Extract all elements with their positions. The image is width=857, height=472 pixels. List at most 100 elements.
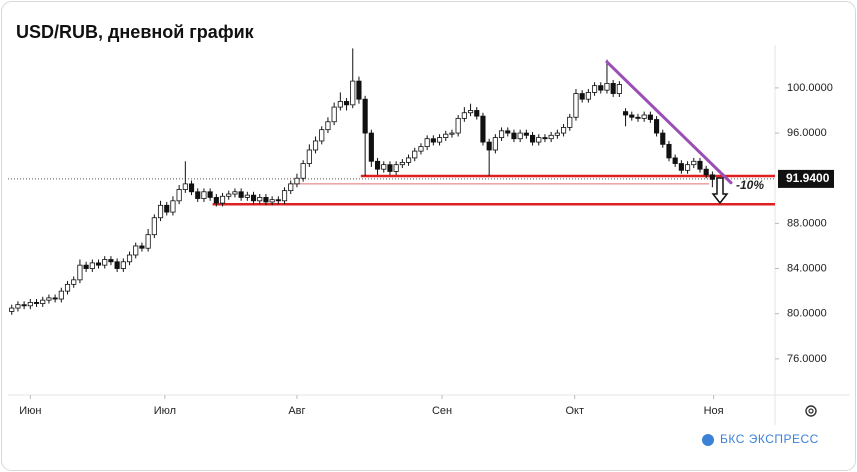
candle-body xyxy=(573,93,579,118)
candle-body xyxy=(15,304,21,309)
candle-body xyxy=(275,199,281,202)
candle-body xyxy=(331,106,337,123)
candle-body xyxy=(548,134,554,140)
candle-body xyxy=(188,183,195,193)
candle-body xyxy=(232,191,238,195)
candle-body xyxy=(71,279,77,285)
candle-body xyxy=(405,157,412,163)
candle-body xyxy=(622,111,629,116)
candle-body xyxy=(126,254,133,263)
candle-body xyxy=(300,163,306,179)
candle-body xyxy=(505,130,511,134)
candle-body xyxy=(269,199,275,203)
candle-body xyxy=(412,150,418,159)
settings-icon[interactable] xyxy=(805,405,817,417)
candle-body xyxy=(368,132,374,162)
candle-body xyxy=(83,264,89,269)
candle-body xyxy=(207,191,213,198)
candle-body xyxy=(195,191,201,199)
candle-body xyxy=(474,110,480,117)
candle-body xyxy=(337,101,343,108)
candle-body xyxy=(647,114,653,120)
candle-body xyxy=(511,132,517,140)
candle-body xyxy=(263,197,269,203)
candle-body xyxy=(610,82,616,94)
candle-body xyxy=(498,130,505,138)
x-tick-label: Авг xyxy=(288,405,305,417)
candle-body xyxy=(151,217,157,236)
candle-body xyxy=(157,204,164,219)
candle-body xyxy=(64,283,71,292)
candle-body xyxy=(226,193,232,197)
candle-body xyxy=(492,137,498,151)
candle-body xyxy=(641,114,647,119)
candle-body xyxy=(455,117,461,134)
candle-body xyxy=(629,114,635,118)
candle-body xyxy=(21,304,27,307)
x-tick-label: Сен xyxy=(432,405,452,417)
candle-body xyxy=(120,261,126,269)
candle-body xyxy=(362,98,368,134)
y-tick-label: 96.0000 xyxy=(787,127,827,139)
candle-body xyxy=(436,137,443,143)
down-arrow xyxy=(711,177,729,205)
x-tick-label: Окт xyxy=(565,405,584,417)
candle-body xyxy=(257,197,263,202)
chart-title: USD/RUB, дневной график xyxy=(16,22,255,42)
candle-body xyxy=(95,262,102,266)
candle-body xyxy=(9,307,15,312)
y-tick-label: 76.0000 xyxy=(787,353,827,365)
candle-body xyxy=(343,101,350,106)
y-tick-label: 88.0000 xyxy=(787,217,827,229)
candle-body xyxy=(461,112,467,119)
candle-body xyxy=(164,204,170,213)
candle-body xyxy=(598,85,604,91)
candle-body xyxy=(703,168,709,176)
candle-body xyxy=(381,164,387,170)
candle-body xyxy=(350,80,356,106)
candle-body xyxy=(250,194,257,202)
candle-body xyxy=(213,197,219,204)
annotation: -10% xyxy=(736,178,764,192)
candle-body xyxy=(182,183,188,190)
candle-body xyxy=(133,245,139,256)
candle-body xyxy=(591,85,598,93)
candle-body xyxy=(585,92,591,100)
candle-body xyxy=(660,132,666,145)
candle-body xyxy=(393,164,399,172)
candle-body xyxy=(554,132,560,136)
x-tick-label: Июн xyxy=(19,405,41,417)
x-tick-label: Ноя xyxy=(704,405,724,417)
candle-body xyxy=(467,110,474,114)
candle-body xyxy=(685,164,691,171)
brand-text: БКС ЭКСПРЕСС xyxy=(720,432,819,446)
candle-body xyxy=(176,189,182,202)
candle-body xyxy=(288,183,294,192)
brand-logo: БКС ЭКСПРЕСС xyxy=(702,432,819,446)
candle-body xyxy=(517,132,523,140)
y-tick-label: 100.0000 xyxy=(787,82,833,94)
candle-body xyxy=(294,177,300,185)
candle-body xyxy=(654,119,660,134)
candle-body xyxy=(40,299,46,304)
candle-body xyxy=(542,137,548,140)
candle-body xyxy=(523,132,529,136)
candle-body xyxy=(709,174,715,180)
candle-body xyxy=(108,259,114,263)
candle-body xyxy=(672,157,678,164)
candle-body xyxy=(635,116,641,119)
candle-body xyxy=(46,297,52,301)
candle-body xyxy=(486,141,492,151)
x-tick-label: Июл xyxy=(154,405,176,417)
trend-line xyxy=(605,60,733,185)
candle-body xyxy=(529,134,536,143)
candle-body xyxy=(678,163,684,171)
candle-body xyxy=(567,116,573,128)
candle-body xyxy=(201,191,207,199)
candle-body xyxy=(319,129,325,142)
candle-body xyxy=(33,302,40,304)
candle-body xyxy=(27,302,33,307)
candle-body xyxy=(604,82,610,91)
candle-body xyxy=(77,264,83,281)
